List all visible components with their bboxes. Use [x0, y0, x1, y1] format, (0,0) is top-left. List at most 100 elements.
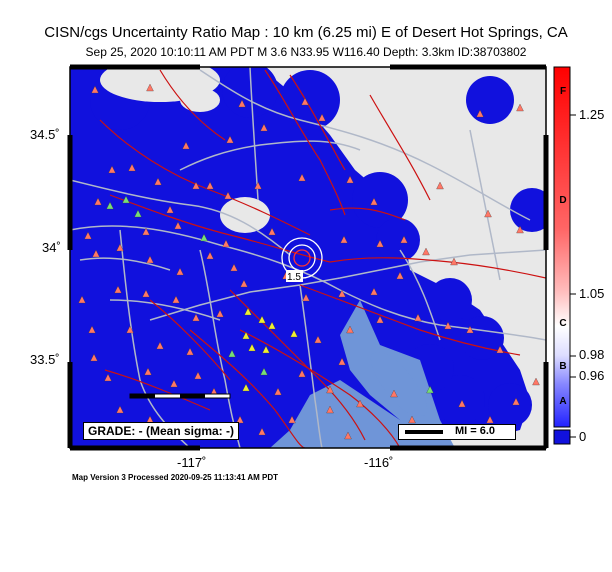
station-triangle: [146, 83, 154, 92]
map-version-footer: Map Version 3 Processed 2020-09-25 11:13…: [72, 473, 279, 482]
station-triangle: [376, 315, 384, 324]
coverage-area: [70, 67, 546, 448]
map-area: 1.5: [70, 67, 546, 448]
station-triangle: [356, 399, 364, 408]
station-triangle: [302, 293, 310, 302]
station-triangle: [346, 175, 354, 184]
grade-letter-c: C: [559, 318, 567, 329]
station-triangle: [242, 383, 250, 392]
station-triangle: [186, 347, 194, 356]
station-triangle: [298, 369, 306, 378]
station-triangle: [106, 201, 114, 210]
station-triangle: [390, 389, 398, 398]
station-triangle: [260, 123, 268, 132]
station-triangle: [216, 309, 224, 318]
station-triangle: [192, 181, 200, 190]
grade-letter-f: F: [559, 86, 567, 97]
station-triangle: [88, 325, 96, 334]
station-triangle: [436, 181, 444, 190]
station-triangle: [91, 85, 99, 94]
station-triangle: [206, 181, 214, 190]
station-triangle: [182, 141, 190, 150]
station-triangle: [318, 113, 326, 122]
station-triangle: [104, 373, 112, 382]
grade-letter-d: D: [559, 195, 567, 206]
station-triangle: [230, 263, 238, 272]
station-triangle: [516, 103, 524, 112]
mi-scale-label: MI = 6.0: [455, 425, 496, 437]
colorbar-zero-swatch: [553, 429, 571, 445]
grade-letter-a: A: [559, 396, 567, 407]
station-triangle: [400, 235, 408, 244]
station-triangle: [346, 325, 354, 334]
station-triangle: [326, 385, 334, 394]
station-triangle: [476, 109, 484, 118]
map-title: CISN/cgs Uncertainty Ratio Map : 10 km (…: [44, 24, 568, 41]
station-triangle: [486, 415, 494, 424]
station-triangle: [370, 287, 378, 296]
station-triangle: [236, 415, 244, 424]
station-triangle: [244, 307, 252, 316]
station-triangle: [298, 173, 306, 182]
station-triangle: [466, 325, 474, 334]
station-triangle: [134, 209, 142, 218]
station-triangle: [268, 227, 276, 236]
station-triangle: [228, 349, 236, 358]
station-triangle: [422, 247, 430, 256]
station-triangle: [340, 235, 348, 244]
station-triangle: [444, 321, 452, 330]
station-triangle: [408, 415, 416, 424]
lat-label: 33.5˚: [30, 352, 60, 367]
lat-label: 34.5˚: [30, 127, 60, 142]
lon-label: -117˚: [177, 455, 207, 470]
station-triangle: [176, 267, 184, 276]
station-triangle: [116, 405, 124, 414]
station-triangle: [194, 371, 202, 380]
station-triangle: [516, 225, 524, 234]
station-triangle: [240, 279, 248, 288]
scale-bar: [129, 393, 231, 399]
station-triangle: [496, 345, 504, 354]
station-triangle: [128, 163, 136, 172]
station-triangle: [116, 243, 124, 252]
station-triangle: [258, 315, 266, 324]
lon-label: -116˚: [364, 455, 394, 470]
station-triangle: [108, 165, 116, 174]
station-triangle: [170, 379, 178, 388]
station-triangle: [262, 345, 270, 354]
station-triangle: [142, 227, 150, 236]
station-triangle: [146, 255, 154, 264]
station-triangle: [126, 325, 134, 334]
station-triangle: [288, 415, 296, 424]
station-triangle: [174, 221, 182, 230]
station-triangle: [224, 191, 232, 200]
map-subtitle: Sep 25, 2020 10:10:11 AM PDT M 3.6 N33.9…: [85, 45, 527, 59]
station-triangle: [248, 343, 256, 352]
lat-label: 34˚: [42, 240, 61, 255]
station-triangle: [326, 405, 334, 414]
station-triangle: [156, 341, 164, 350]
station-triangle: [314, 335, 322, 344]
station-triangle: [274, 387, 282, 396]
station-triangle: [458, 399, 466, 408]
colorbar-value: 0.98: [579, 347, 605, 362]
station-triangle: [376, 239, 384, 248]
station-triangle: [78, 295, 86, 304]
station-triangle: [144, 367, 152, 376]
station-triangle: [142, 289, 150, 298]
station-triangle: [172, 295, 180, 304]
station-triangle: [90, 353, 98, 362]
station-triangle: [484, 209, 492, 218]
colorbar-value: 0.96: [579, 368, 605, 383]
stations: [78, 83, 540, 440]
station-triangle: [450, 257, 458, 266]
station-triangle: [338, 357, 346, 366]
contour-label-bg: [286, 270, 303, 282]
station-triangle: [254, 181, 262, 190]
station-triangle: [200, 233, 208, 242]
salton-sea: [370, 352, 428, 416]
station-triangle: [154, 177, 162, 186]
station-triangle: [94, 197, 102, 206]
colorbar-value: 1.05: [579, 286, 605, 301]
mi-scale-box: MI = 6.0: [398, 424, 516, 440]
